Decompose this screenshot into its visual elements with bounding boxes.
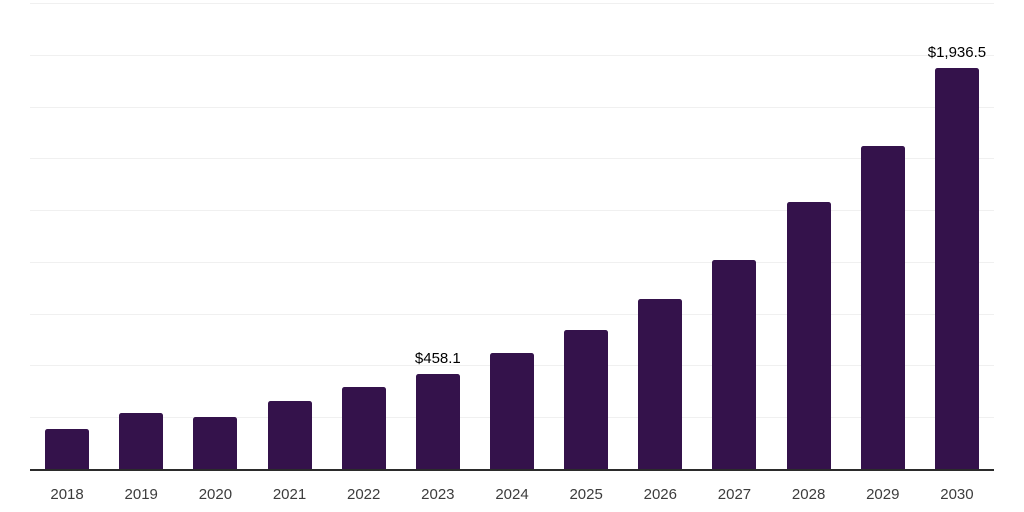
bar-2024	[490, 353, 534, 469]
bar-2023	[415, 374, 460, 469]
bar-value-label: $458.1	[414, 350, 461, 367]
x-tick-label: 2027	[717, 486, 752, 503]
x-tick-label: 2030	[940, 486, 974, 503]
bar-2028	[786, 202, 831, 469]
x-tick-label: 2025	[569, 486, 603, 503]
x-tick-label: 2026	[643, 486, 677, 503]
x-tick-label: 2022	[347, 486, 381, 503]
gridline	[30, 106, 994, 108]
x-tick-label: 2028	[791, 486, 826, 503]
gridline	[30, 3, 994, 4]
x-tick-label: 2019	[124, 486, 158, 503]
bar-2025	[564, 330, 609, 469]
x-tick-label: 2029	[866, 486, 900, 503]
x-tick-label: 2024	[495, 486, 529, 503]
bar-2021	[267, 401, 312, 469]
bar-2026	[638, 299, 683, 469]
x-axis-line	[30, 469, 994, 471]
x-tick-label: 2021	[272, 486, 307, 503]
bar-2020	[193, 417, 238, 469]
gridline	[30, 261, 994, 263]
x-tick-label: 2020	[198, 486, 233, 503]
bar-2022	[341, 387, 386, 469]
gridline	[30, 158, 994, 160]
bar-2029	[860, 146, 905, 469]
x-tick-label: 2018	[50, 486, 84, 503]
bar-2019	[119, 413, 164, 469]
bar-value-label: $1,936.5	[927, 44, 987, 61]
gridline	[30, 313, 994, 315]
bar-2018	[45, 429, 90, 469]
bar-2030	[934, 68, 979, 469]
x-tick-label: 2023	[421, 486, 455, 503]
gridline	[30, 54, 994, 56]
gridline	[30, 210, 994, 212]
bar-2027	[712, 260, 757, 469]
